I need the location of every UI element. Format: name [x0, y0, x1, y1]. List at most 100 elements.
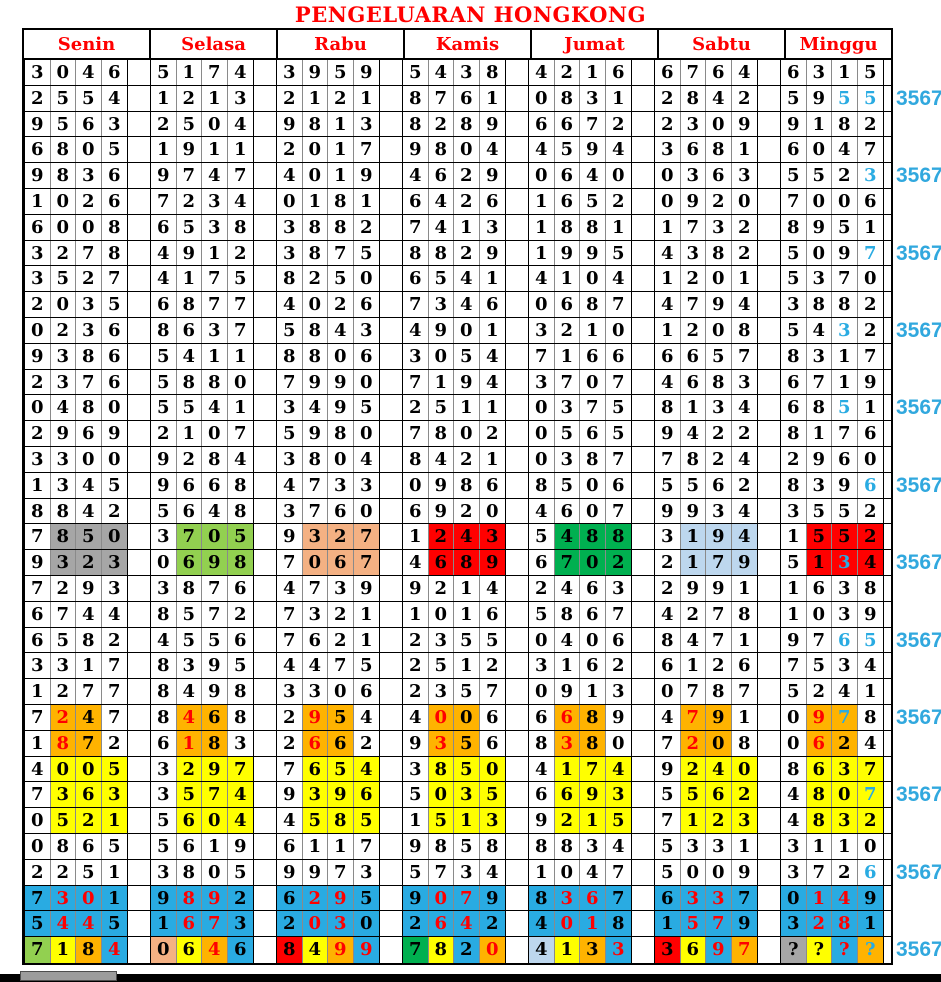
- digit-cell: 2: [857, 524, 883, 550]
- digit-cell: 7: [731, 343, 757, 369]
- digit-cell: 9: [655, 421, 681, 446]
- digit-cell: 4: [806, 317, 832, 343]
- digit-cell: 1: [680, 808, 706, 833]
- column-spacer: [254, 601, 276, 627]
- digit-cell: 6: [428, 911, 454, 937]
- column-spacer: [254, 550, 276, 575]
- digit-cell: 3: [353, 472, 379, 498]
- digit-cell: 0: [50, 188, 76, 214]
- digit-cell: 8: [580, 446, 606, 472]
- digit-cell: 2: [454, 240, 480, 266]
- digit-cell: 5: [50, 85, 76, 111]
- marker-3567: 3567: [896, 551, 941, 575]
- digit-cell: 9: [25, 550, 51, 575]
- digit-cell: 7: [302, 498, 328, 524]
- column-spacer: [254, 911, 276, 937]
- digit-cell: 2: [328, 524, 354, 550]
- digit-cell: 7: [151, 188, 177, 214]
- digit-cell: 3: [706, 214, 732, 240]
- digit-cell: 4: [202, 937, 228, 963]
- digit-cell: 4: [176, 679, 202, 704]
- digit-cell: 1: [832, 369, 858, 395]
- digit-cell: 8: [731, 317, 757, 343]
- digit-cell: 5: [428, 266, 454, 292]
- digit-cell: 2: [227, 885, 253, 911]
- scrollbar-thumb[interactable]: [20, 971, 117, 981]
- column-spacer: [128, 885, 150, 911]
- digit-cell: 5: [50, 627, 76, 653]
- digit-cell: 0: [529, 446, 555, 472]
- digit-cell: 0: [706, 266, 732, 292]
- digit-cell: 6: [277, 833, 303, 859]
- digit-cell: 5: [151, 833, 177, 859]
- digit-cell: 5: [781, 85, 807, 111]
- digit-cell: 2: [655, 85, 681, 111]
- digit-cell: 7: [857, 343, 883, 369]
- digit-cell: 2: [25, 85, 51, 111]
- digit-cell: 4: [76, 472, 102, 498]
- column-spacer: [128, 575, 150, 601]
- digit-cell: 5: [454, 343, 480, 369]
- digit-cell: 3: [277, 498, 303, 524]
- marker-3567: 3567: [896, 473, 941, 497]
- digit-cell: 1: [227, 137, 253, 163]
- column-spacer: [128, 111, 150, 137]
- digit-cell: 6: [857, 421, 883, 446]
- digit-cell: 2: [76, 550, 102, 575]
- digit-cell: 4: [76, 60, 102, 85]
- digit-cell: 3: [227, 730, 253, 756]
- bottom-scrollbar[interactable]: [0, 974, 941, 982]
- digit-cell: 7: [328, 859, 354, 885]
- digit-cell: 8: [151, 704, 177, 730]
- digit-cell: 7: [353, 550, 379, 575]
- digit-cell: 2: [403, 627, 429, 653]
- column-spacer: [254, 395, 276, 421]
- digit-cell: 3: [202, 214, 228, 240]
- digit-cell: 2: [832, 859, 858, 885]
- digit-cell: 3: [806, 343, 832, 369]
- digit-cell: 2: [479, 653, 505, 679]
- digit-cell: 2: [277, 137, 303, 163]
- digit-cell: 6: [706, 163, 732, 188]
- digit-cell: 2: [25, 859, 51, 885]
- digit-cell: 7: [680, 704, 706, 730]
- digit-cell: 4: [227, 782, 253, 808]
- digit-cell: 3: [227, 911, 253, 937]
- digit-cell: 2: [302, 266, 328, 292]
- digit-cell: 0: [76, 756, 102, 782]
- column-spacer: [254, 240, 276, 266]
- digit-cell: 0: [302, 163, 328, 188]
- digit-cell: 3: [227, 85, 253, 111]
- digit-cell: 0: [655, 163, 681, 188]
- digit-cell: 3: [781, 498, 807, 524]
- digit-cell: 8: [76, 937, 102, 963]
- digit-cell: 8: [832, 292, 858, 317]
- digit-cell: 9: [428, 317, 454, 343]
- digit-cell: 9: [706, 704, 732, 730]
- digit-cell: 7: [479, 679, 505, 704]
- digit-cell: 5: [151, 808, 177, 833]
